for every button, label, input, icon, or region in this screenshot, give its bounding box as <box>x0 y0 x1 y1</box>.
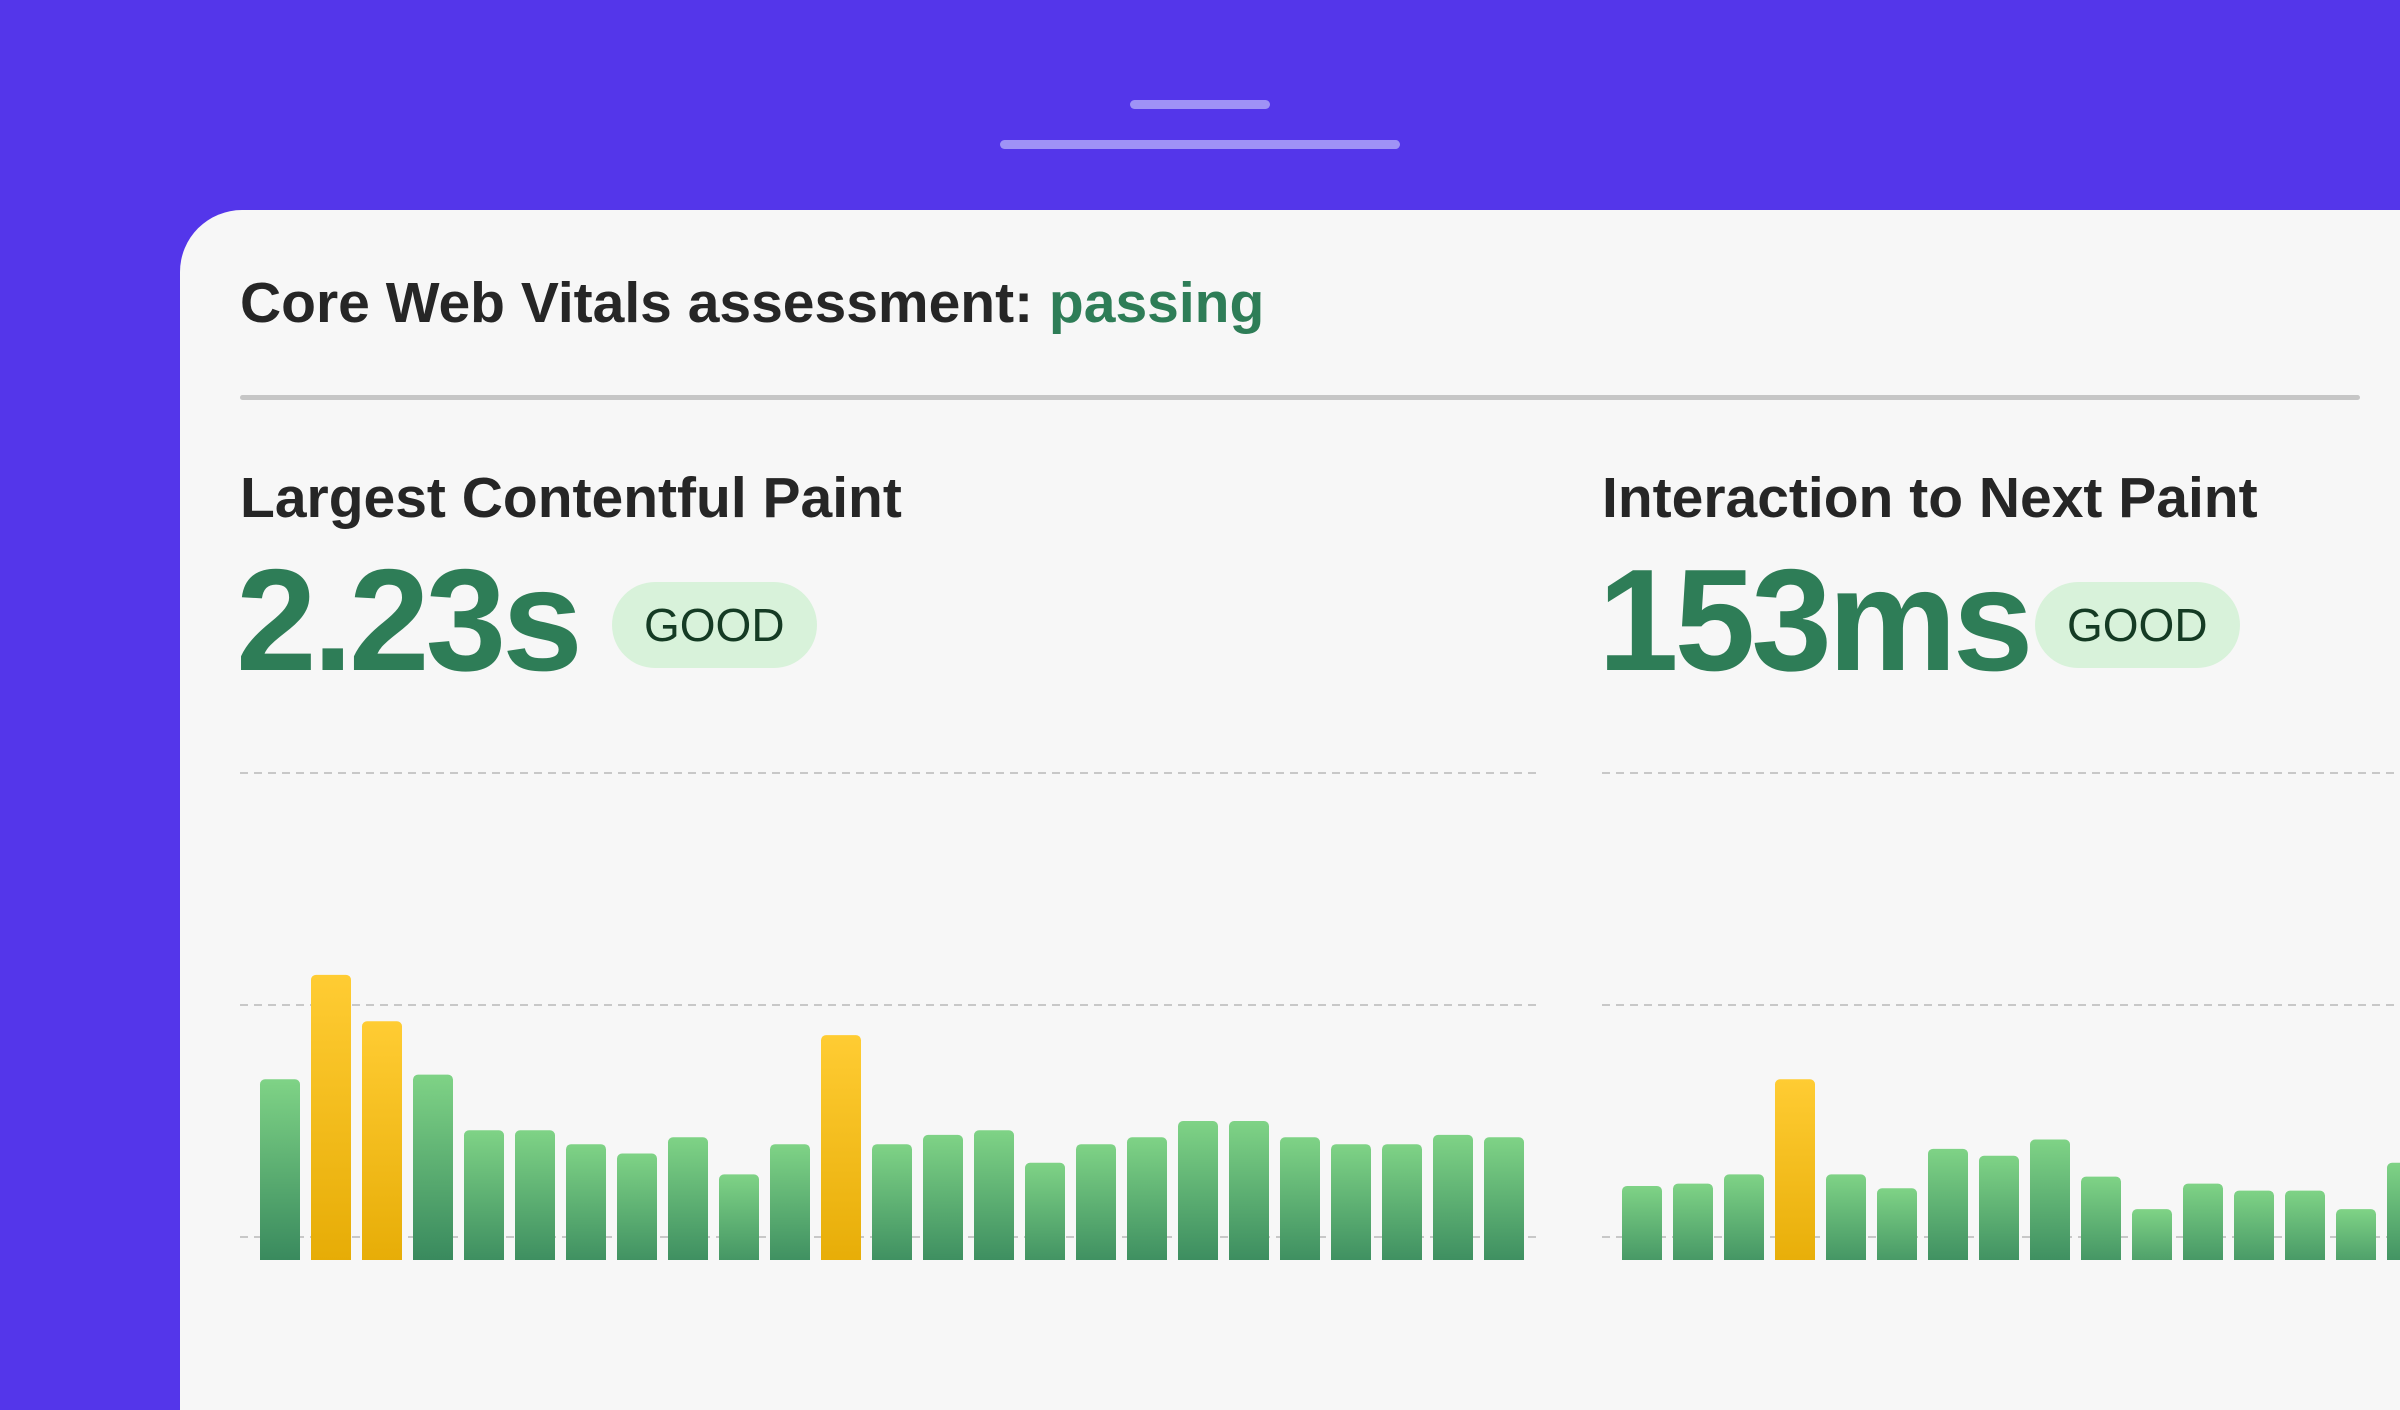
bar-good <box>2234 1190 2274 1260</box>
bar-good <box>1484 1137 1524 1260</box>
bar-good <box>1178 1121 1218 1260</box>
bar-good <box>2336 1209 2376 1260</box>
bar-good <box>2387 1162 2400 1260</box>
assessment-status: passing <box>1048 271 1265 335</box>
bar-good <box>260 1079 300 1260</box>
bar-good <box>1826 1174 1866 1260</box>
bar-good <box>2183 1183 2223 1260</box>
bar-good <box>1229 1121 1269 1260</box>
status-badge-lcp: GOOD <box>612 582 817 668</box>
bar-good <box>1127 1137 1167 1260</box>
bar-good <box>464 1130 504 1260</box>
chart-lcp <box>240 772 1541 1260</box>
bar-good <box>1076 1144 1116 1260</box>
decorative-line-short <box>1130 100 1270 109</box>
bar-good <box>1025 1162 1065 1260</box>
bar-good <box>719 1174 759 1260</box>
bar-good <box>872 1144 912 1260</box>
bar-good <box>974 1130 1014 1260</box>
bar-good <box>1280 1137 1320 1260</box>
bar-good <box>1382 1144 1422 1260</box>
bar-good <box>2285 1190 2325 1260</box>
bar-good <box>1331 1144 1371 1260</box>
bar-warn <box>311 974 351 1260</box>
metric-value-lcp: 2.23s <box>236 539 583 701</box>
bar-good <box>617 1153 657 1260</box>
bar-good <box>2132 1209 2172 1260</box>
bar-good <box>1877 1188 1917 1260</box>
histogram-charts <box>240 772 2400 1260</box>
chart-inp <box>1602 772 2400 1260</box>
bar-good <box>668 1137 708 1260</box>
bar-good <box>1433 1134 1473 1260</box>
bar-good <box>1979 1155 2019 1260</box>
bar-good <box>1724 1174 1764 1260</box>
bar-good <box>1928 1148 1968 1260</box>
assessment-label: Core Web Vitals assessment: <box>240 271 1049 335</box>
bar-good <box>515 1130 555 1260</box>
bar-good <box>1673 1183 1713 1260</box>
metric-title-lcp: Largest Contentful Paint <box>240 466 902 530</box>
metric-title-inp: Interaction to Next Paint <box>1602 466 2258 530</box>
divider <box>240 395 2360 400</box>
metric-value-inp: 153ms <box>1598 539 2033 701</box>
bar-good <box>2030 1139 2070 1260</box>
assessment-title: Core Web Vitals assessment: passing <box>240 270 1264 336</box>
bar-good <box>566 1144 606 1260</box>
bar-good <box>1622 1185 1662 1260</box>
status-badge-inp: GOOD <box>2035 582 2240 668</box>
bar-good <box>770 1144 810 1260</box>
bar-warn <box>362 1021 402 1260</box>
bar-warn <box>1775 1079 1815 1260</box>
bar-warn <box>821 1035 861 1260</box>
bar-good <box>413 1074 453 1260</box>
bar-good <box>923 1134 963 1260</box>
decorative-line-long <box>1000 140 1400 149</box>
bar-good <box>2081 1176 2121 1260</box>
